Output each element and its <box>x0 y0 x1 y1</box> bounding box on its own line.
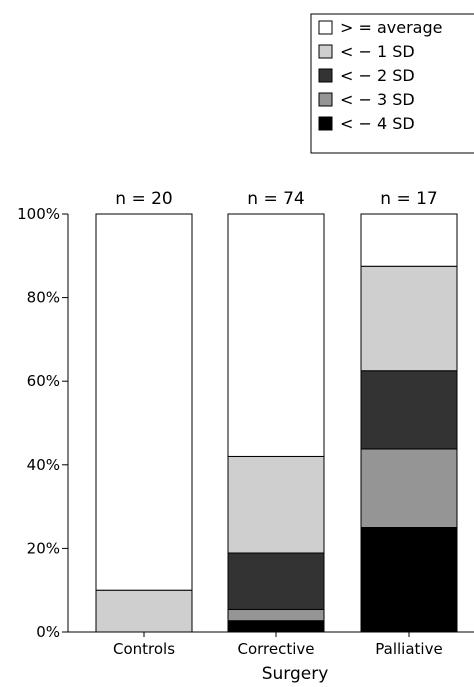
legend-swatch <box>318 92 333 107</box>
legend-label: < − 3 SD <box>340 90 415 109</box>
bar-segment <box>360 527 458 633</box>
bar-segment <box>360 370 458 450</box>
bar-count-label: n = 20 <box>115 189 172 209</box>
x-tick-label: Controls <box>113 640 175 658</box>
x-tick-label: Corrective <box>237 640 314 658</box>
legend-swatch <box>318 68 333 83</box>
bar-segment <box>227 552 325 610</box>
y-tick-label: 20% <box>27 539 60 557</box>
bar-segment <box>95 213 193 591</box>
bar-segment <box>360 265 458 372</box>
bar-count-label: n = 74 <box>247 189 304 209</box>
bars <box>95 213 458 633</box>
legend-label: < − 1 SD <box>340 42 415 61</box>
bar-segment <box>360 448 458 528</box>
legend-label: > = average <box>340 18 442 37</box>
legend-label: < − 2 SD <box>340 66 415 85</box>
bar-segment <box>227 620 325 633</box>
bar-segment <box>95 589 193 633</box>
bar-count-label: n = 17 <box>380 189 437 209</box>
legend-label: < − 4 SD <box>340 114 415 133</box>
legend-box <box>310 13 474 154</box>
y-tick-label: 40% <box>27 456 60 474</box>
y-tick-label: 0% <box>36 623 60 641</box>
y-tick-label: 60% <box>27 372 60 390</box>
legend-swatch <box>318 44 333 59</box>
legend-swatch <box>318 20 333 35</box>
legend: > = average < − 1 SD < − 2 SD < − 3 SD < − 4… <box>310 13 474 154</box>
y-tick-label: 100% <box>17 205 60 223</box>
y-tick-label: 80% <box>27 289 60 307</box>
bar-segment <box>227 213 325 457</box>
legend-swatch <box>318 116 333 131</box>
bar-segment <box>227 608 325 622</box>
labels: Controls n = 20 Corrective n = 74 Palliative… <box>113 189 443 684</box>
bar-segment <box>360 213 458 267</box>
x-axis-title: Surgery <box>262 664 329 684</box>
bar-segment <box>227 455 325 554</box>
x-tick-label: Palliative <box>375 640 442 658</box>
